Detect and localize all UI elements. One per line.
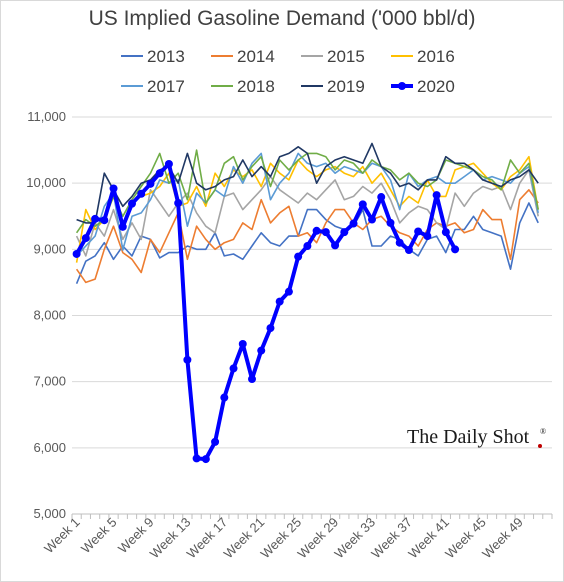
series-marker-2020 — [395, 238, 404, 247]
series-line-2019 — [76, 142, 539, 224]
series-marker-2020 — [404, 245, 413, 254]
series-marker-2020 — [211, 437, 220, 446]
legend-item-2020: 2020 — [391, 77, 455, 96]
legend-label: 2014 — [237, 47, 275, 66]
series-marker-2020 — [137, 189, 146, 198]
series-marker-2020 — [229, 364, 238, 373]
series-marker-2020 — [220, 393, 229, 402]
y-axis: 5,000 6,000 7,000 8,000 9,000 10,000 11,000 — [26, 109, 66, 521]
series-marker-2020 — [349, 219, 358, 228]
series-marker-2020 — [81, 234, 90, 243]
series-marker-2020 — [294, 252, 303, 261]
series-marker-2020 — [423, 232, 432, 241]
x-tick-label: Week 5 — [78, 515, 120, 557]
series-marker-2020 — [248, 375, 256, 384]
legend-label: 2018 — [237, 77, 275, 96]
series-marker-2020 — [109, 184, 118, 193]
legend-label: 2020 — [417, 77, 455, 96]
legend-item-2019: 2019 — [301, 77, 365, 96]
series-line-2020 — [74, 162, 457, 462]
series-line-2016 — [75, 155, 539, 263]
series-marker-2020 — [146, 179, 155, 188]
series-marker-2020 — [331, 241, 340, 250]
chart-title: US Implied Gasoline Demand ('000 bbl/d) — [89, 7, 476, 30]
series-marker-2020 — [155, 169, 164, 178]
y-tick-label: 9,000 — [33, 241, 66, 256]
legend-label: 2019 — [327, 77, 365, 96]
y-tick-label: 5,000 — [33, 506, 66, 521]
legend: 2013 2014 2015 2016 2017 2018 2019 2020 — [121, 47, 455, 96]
legend-item-2016: 2016 — [391, 47, 455, 66]
series-marker-2020 — [100, 216, 109, 225]
watermark-dot — [538, 444, 542, 448]
watermark-registered-mark: ® — [540, 427, 546, 436]
legend-item-2017: 2017 — [121, 77, 185, 96]
series-marker-2020 — [118, 222, 127, 231]
legend-label: 2017 — [147, 77, 185, 96]
watermark-text: The Daily Shot — [407, 426, 530, 448]
x-tick-label: Week 49 — [479, 515, 526, 562]
legend-label: 2016 — [417, 47, 455, 66]
series-marker-2020 — [414, 227, 423, 236]
legend-item-2015: 2015 — [301, 47, 365, 66]
series-marker-2020 — [340, 228, 349, 237]
series-marker-2020 — [72, 249, 81, 258]
series-marker-2020 — [358, 200, 367, 209]
y-tick-label: 6,000 — [33, 440, 66, 455]
legend-label: 2015 — [327, 47, 365, 66]
legend-item-2013: 2013 — [121, 47, 185, 66]
series-line-2017 — [76, 152, 539, 257]
series-line-2014 — [75, 189, 539, 284]
series-marker-2020 — [321, 228, 330, 237]
legend-item-2014: 2014 — [211, 47, 275, 66]
series-marker-2020 — [432, 191, 441, 200]
y-tick-label: 10,000 — [26, 175, 66, 190]
y-tick-label: 7,000 — [33, 374, 66, 389]
series-marker-2020 — [275, 297, 284, 306]
series-marker-2020 — [266, 324, 275, 333]
series-marker-2020 — [386, 218, 395, 227]
series-marker-2020 — [183, 355, 192, 364]
legend-marker — [398, 82, 406, 90]
legend-label: 2013 — [147, 47, 185, 66]
series-marker-2020 — [284, 287, 293, 296]
y-tick-label: 8,000 — [33, 308, 66, 323]
series-marker-2020 — [257, 346, 266, 355]
series-marker-2020 — [368, 215, 376, 224]
series-marker-2020 — [192, 454, 201, 463]
watermark: The Daily Shot ® — [407, 426, 546, 448]
series-lines — [72, 142, 539, 464]
series-marker-2020 — [441, 228, 450, 237]
series-marker-2020 — [451, 245, 460, 254]
series-marker-2020 — [201, 455, 210, 464]
y-tick-label: 11,000 — [27, 109, 66, 124]
legend-item-2018: 2018 — [211, 77, 275, 96]
series-marker-2020 — [174, 199, 183, 208]
series-marker-2020 — [238, 339, 247, 348]
series-marker-2020 — [377, 193, 386, 202]
series-marker-2020 — [128, 199, 136, 208]
series-marker-2020 — [303, 242, 312, 251]
series-marker-2020 — [164, 159, 173, 168]
series-marker-2020 — [91, 214, 100, 223]
series-marker-2020 — [312, 226, 321, 235]
